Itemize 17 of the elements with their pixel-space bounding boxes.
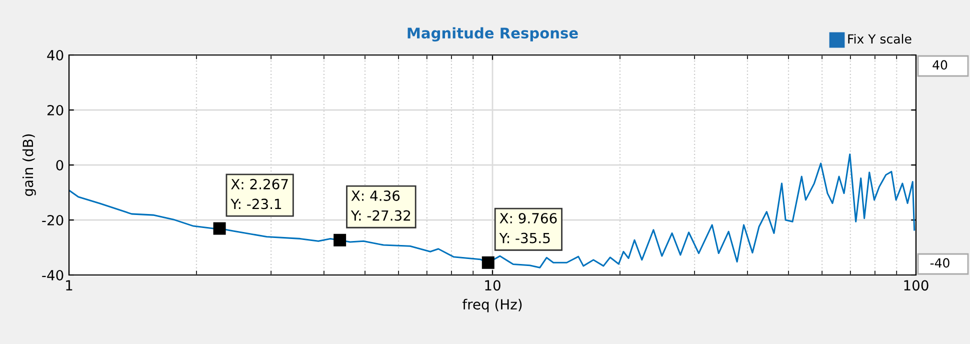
x-axis-title: freq (Hz) [462, 298, 522, 312]
y-tick-label: -40 [42, 270, 64, 280]
y-axis-title: gain (dB) [22, 134, 36, 196]
x-tick-label: 10 [485, 280, 500, 291]
annotation: X: 9.766 Y: -35.5 [499, 212, 557, 244]
y-tick-label: -20 [42, 214, 64, 226]
text: -40 [930, 258, 950, 268]
y-tick-label: 40 [47, 50, 64, 60]
y-tick-label: 0 [56, 160, 64, 170]
y-tick-label: 20 [47, 104, 64, 116]
text: Fix Y scale [848, 34, 912, 44]
text: 40 [932, 60, 948, 70]
annotation: X: 2.267 Y: -23.1 [230, 178, 288, 210]
x-tick-label: 100 [904, 280, 928, 291]
x-tick-label: 1 [66, 280, 72, 290]
chart-title: Magnitude Response [408, 27, 578, 42]
annotation: X: 4.36 Y: -27.32 [350, 190, 410, 221]
